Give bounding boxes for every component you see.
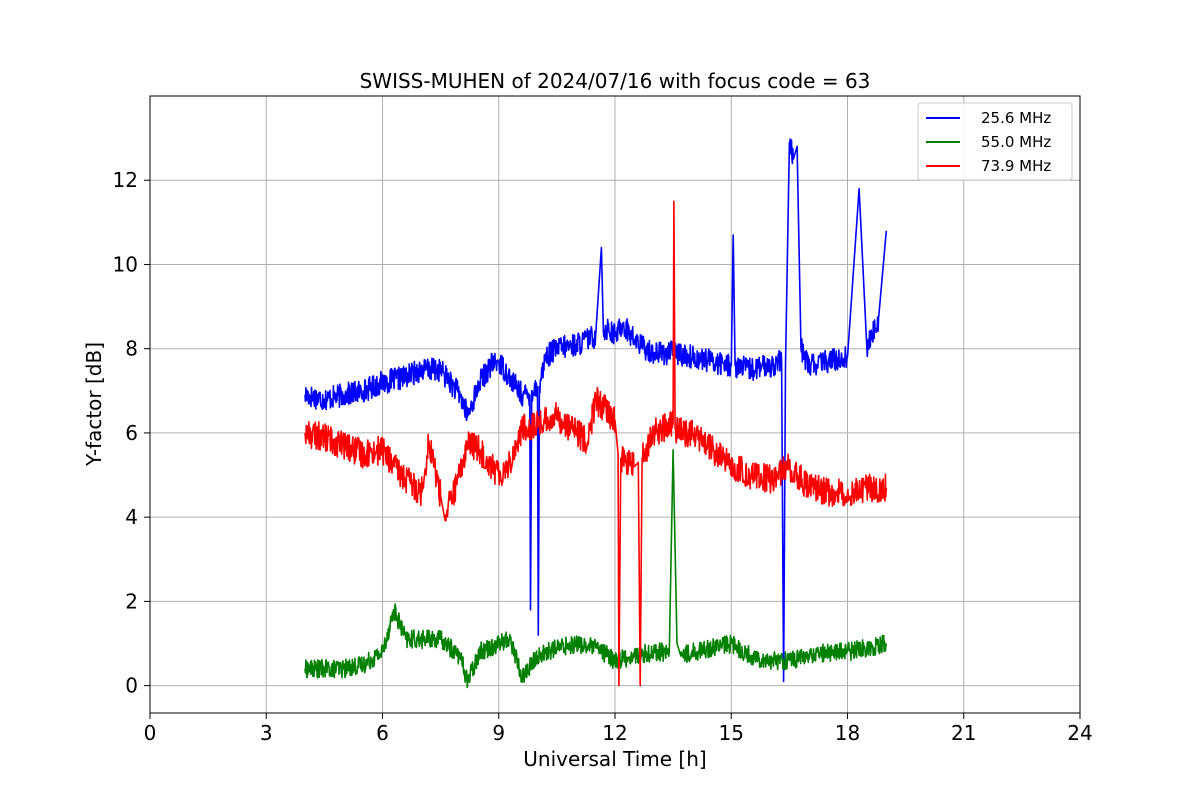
y-tick-label: 8 [125,337,138,361]
y-axis: 0 2 4 6 8 10 12 [113,168,150,698]
legend-entry: 73.9 MHz [981,157,1051,175]
x-tick-label: 9 [492,721,505,745]
y-tick-label: 4 [125,505,138,529]
series-line [304,449,888,689]
legend-entry: 55.0 MHz [981,133,1051,151]
legend-entry: 25.6 MHz [981,109,1051,127]
grid [149,96,1081,713]
y-tick-label: 0 [125,674,138,698]
chart-title: SWISS-MUHEN of 2024/07/16 with focus cod… [360,69,871,93]
x-axis: 0 3 6 9 12 15 18 21 24 [144,713,1093,745]
x-axis-label: Universal Time [h] [523,747,706,771]
y-tick-label: 6 [125,421,138,445]
series-line [304,138,888,683]
x-tick-label: 21 [951,721,976,745]
series-layer [304,138,888,689]
legend-box [917,102,1073,181]
x-tick-label: 0 [144,721,157,745]
y-axis-label: Y-factor [dB] [82,342,106,467]
x-tick-label: 18 [835,721,860,745]
y-tick-label: 12 [113,168,138,192]
x-tick-label: 12 [602,721,627,745]
y-tick-label: 2 [125,589,138,613]
x-tick-label: 24 [1067,721,1092,745]
y-tick-label: 10 [113,252,138,276]
legend: 25.6 MHz 55.0 MHz 73.9 MHz [917,102,1073,181]
x-tick-label: 15 [719,721,744,745]
x-tick-label: 3 [260,721,273,745]
series-line [304,200,888,687]
x-tick-label: 6 [376,721,389,745]
